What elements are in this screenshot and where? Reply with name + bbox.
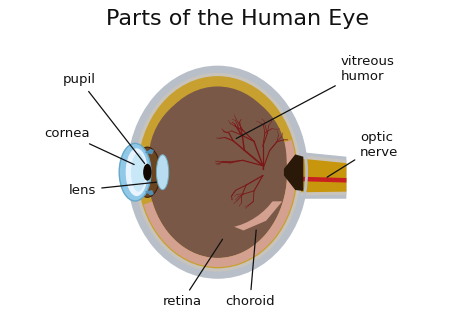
- Ellipse shape: [131, 153, 146, 192]
- Polygon shape: [145, 190, 154, 196]
- Text: vitreous
humor: vitreous humor: [236, 55, 394, 138]
- Polygon shape: [211, 162, 276, 201]
- Text: optic
nerve: optic nerve: [327, 131, 398, 177]
- Ellipse shape: [135, 147, 160, 197]
- Polygon shape: [284, 154, 303, 191]
- Ellipse shape: [119, 143, 151, 201]
- Ellipse shape: [156, 155, 169, 190]
- Ellipse shape: [148, 86, 287, 258]
- Polygon shape: [144, 140, 296, 267]
- Polygon shape: [301, 152, 346, 199]
- Text: choroid: choroid: [225, 230, 275, 308]
- Polygon shape: [301, 159, 346, 192]
- Text: retina: retina: [163, 239, 222, 308]
- Ellipse shape: [126, 148, 148, 196]
- Ellipse shape: [149, 90, 286, 229]
- Text: Parts of the Human Eye: Parts of the Human Eye: [106, 9, 368, 29]
- Ellipse shape: [128, 67, 307, 277]
- Text: lens: lens: [69, 182, 156, 197]
- Text: cornea: cornea: [44, 127, 134, 164]
- Text: pupil: pupil: [63, 73, 145, 163]
- Polygon shape: [303, 177, 346, 183]
- Polygon shape: [145, 149, 154, 154]
- Ellipse shape: [137, 76, 298, 268]
- Ellipse shape: [143, 164, 152, 181]
- Polygon shape: [208, 159, 283, 230]
- Ellipse shape: [135, 73, 301, 272]
- Polygon shape: [301, 155, 346, 196]
